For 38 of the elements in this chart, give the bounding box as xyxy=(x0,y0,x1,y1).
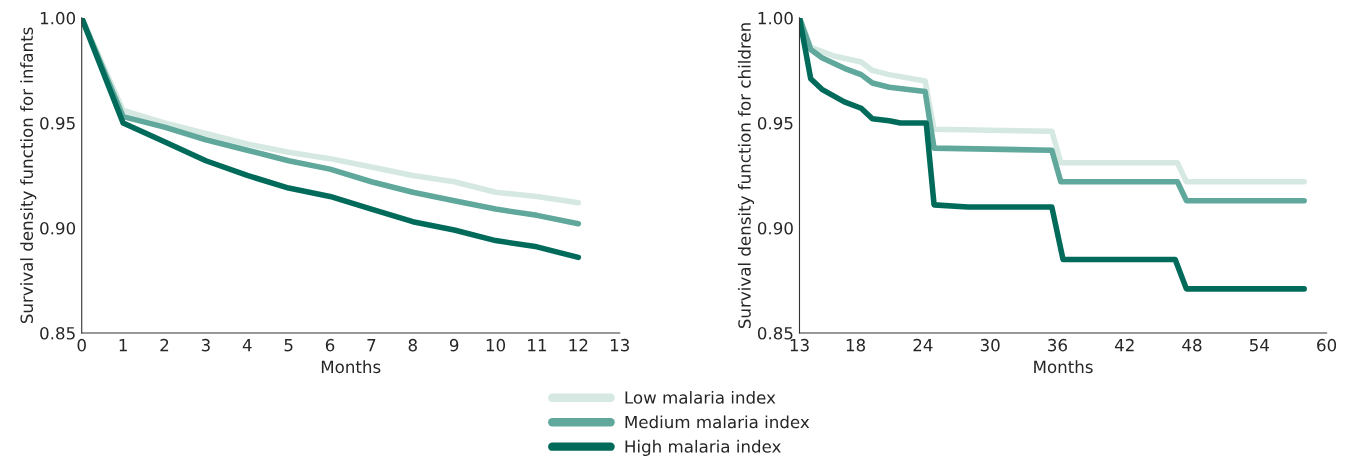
x-tick-label: 2 xyxy=(160,338,169,352)
x-tick-label: 18 xyxy=(846,338,866,352)
x-tick-label: 24 xyxy=(913,338,933,352)
x-tick-label: 3 xyxy=(201,338,210,352)
legend-label: High malaria index xyxy=(625,439,781,456)
y-tick-label: 0.90 xyxy=(40,221,76,235)
x-tick-label: 10 xyxy=(486,338,506,352)
y-tick-label: 1.00 xyxy=(40,11,76,25)
x-tick-label: 42 xyxy=(1114,338,1134,352)
x-tick-label: 8 xyxy=(408,338,417,352)
x-tick-label: 60 xyxy=(1317,338,1337,352)
y-tick-label: 0.85 xyxy=(757,326,793,340)
x-tick-label: 54 xyxy=(1249,339,1269,352)
x-tick-label: 36 xyxy=(1048,338,1067,352)
y-axis-title: Survival density function for infants xyxy=(20,27,37,324)
y-tick-label: 0.85 xyxy=(40,326,75,340)
x-tick-label: 7 xyxy=(367,339,376,352)
x-tick-label: 11 xyxy=(528,339,547,352)
x-tick-label: 12 xyxy=(569,338,588,352)
x-tick-label: 48 xyxy=(1182,338,1202,352)
x-axis-title: Months xyxy=(321,360,381,374)
x-tick-label: 9 xyxy=(449,338,459,352)
x-tick-label: 1 xyxy=(119,339,127,352)
legend-label: Medium malaria index xyxy=(625,415,810,429)
x-axis-title: Months xyxy=(1034,360,1093,374)
legend-label: Low malaria index xyxy=(625,390,776,404)
y-tick-label: 0.95 xyxy=(757,116,793,130)
x-tick-label: 30 xyxy=(980,338,1000,352)
x-tick-label: 4 xyxy=(242,339,252,352)
y-tick-label: 0.95 xyxy=(40,116,75,130)
x-tick-label: 0 xyxy=(77,338,86,352)
y-tick-label: 1.00 xyxy=(758,11,793,25)
x-tick-label: 13 xyxy=(610,338,629,352)
x-tick-label: 13 xyxy=(790,338,809,352)
y-axis-title: Survival density function for children xyxy=(737,23,755,329)
x-tick-label: 6 xyxy=(325,338,335,352)
x-tick-label: 5 xyxy=(284,339,293,352)
y-tick-label: 0.90 xyxy=(757,221,793,235)
